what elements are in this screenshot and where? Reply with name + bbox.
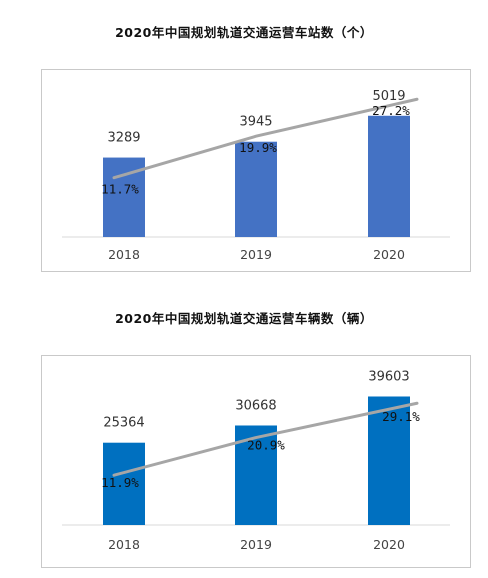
x-tick-label-2019: 2019 [240, 537, 272, 552]
growth-rate-line [112, 97, 419, 180]
value-label-2018: 25364 [103, 416, 144, 431]
growth-rate-label-2018: 11.9% [101, 475, 139, 490]
growth-rate-label-2019: 19.9% [239, 140, 277, 155]
chart-title-vehicles: 2020年中国规划轨道交通运营车辆数（辆） [115, 311, 373, 326]
x-tick-label-2019: 2019 [240, 247, 272, 262]
value-label-2018: 3289 [107, 131, 140, 146]
bar-2020 [368, 396, 410, 525]
value-label-2020: 5019 [372, 89, 405, 104]
bar-2018 [103, 442, 145, 525]
growth-rate-line [112, 401, 419, 477]
value-label-2020: 39603 [368, 369, 409, 384]
value-label-2019: 3945 [239, 115, 272, 130]
chart-panel-vehicles: 25364 2018 30668 2019 39603 2020 11.9% 20.9% 29.… [41, 355, 471, 568]
x-tick-label-2020: 2020 [373, 247, 405, 262]
growth-rate-label-2020: 29.1% [382, 409, 420, 424]
chart-vehicles: 25364 2018 30668 2019 39603 2020 11.9% 20.9% 29.… [62, 369, 450, 552]
chart-panel-stations: 3289 2018 3945 2019 5019 2020 11.7% 19.9% 27.2% [41, 69, 471, 272]
bar-2019 [235, 141, 277, 237]
growth-rate-label-2018: 11.7% [101, 182, 139, 197]
chart-stations: 3289 2018 3945 2019 5019 2020 11.7% 19.9% 27.2% [62, 89, 450, 262]
bar-2020 [368, 115, 410, 237]
value-label-2019: 30668 [235, 398, 276, 413]
x-tick-label-2020: 2020 [373, 537, 405, 552]
x-tick-label-2018: 2018 [108, 537, 140, 552]
chart-title-stations: 2020年中国规划轨道交通运营车站数（个） [115, 25, 373, 40]
growth-rate-label-2019: 20.9% [247, 438, 285, 453]
growth-rate-label-2020: 27.2% [372, 103, 410, 118]
x-tick-label-2018: 2018 [108, 247, 140, 262]
